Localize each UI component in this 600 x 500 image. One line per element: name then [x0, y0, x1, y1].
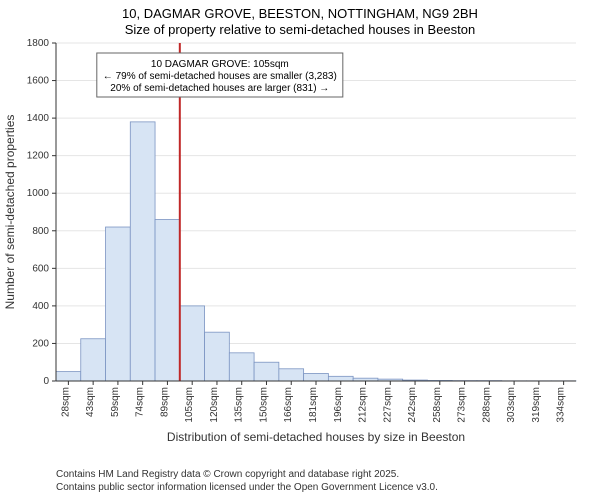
- svg-text:1000: 1000: [27, 188, 50, 199]
- svg-text:20% of semi-detached houses ar: 20% of semi-detached houses are larger (…: [110, 83, 329, 94]
- svg-text:288sqm: 288sqm: [481, 387, 492, 423]
- chart-title-block: 10, DAGMAR GROVE, BEESTON, NOTTINGHAM, N…: [0, 0, 600, 39]
- svg-text:Distribution of semi-detached: Distribution of semi-detached houses by …: [167, 430, 465, 444]
- footer-line-1: Contains HM Land Registry data © Crown c…: [56, 469, 438, 482]
- svg-text:150sqm: 150sqm: [258, 387, 269, 423]
- svg-text:273sqm: 273sqm: [457, 387, 468, 423]
- svg-text:212sqm: 212sqm: [358, 387, 369, 423]
- svg-text:28sqm: 28sqm: [60, 387, 71, 417]
- svg-text:200: 200: [32, 338, 49, 349]
- svg-text:← 79% of semi-detached houses: ← 79% of semi-detached houses are smalle…: [103, 71, 337, 82]
- svg-text:1600: 1600: [27, 75, 50, 86]
- title-line-2: Size of property relative to semi-detach…: [0, 22, 600, 38]
- svg-text:10 DAGMAR GROVE: 105sqm: 10 DAGMAR GROVE: 105sqm: [151, 59, 289, 70]
- svg-text:Number of semi-detached proper: Number of semi-detached properties: [3, 114, 17, 309]
- svg-text:242sqm: 242sqm: [407, 387, 418, 423]
- chart-container: 0 200 400 600 800 1000 1200 1400 1600 1800 28sqm 43…: [0, 39, 600, 458]
- svg-text:166sqm: 166sqm: [283, 387, 294, 423]
- histogram-chart: 0 200 400 600 800 1000 1200 1400 1600 1800 28sqm 43…: [0, 39, 600, 453]
- svg-text:0: 0: [43, 376, 49, 387]
- svg-text:43sqm: 43sqm: [85, 387, 96, 417]
- svg-text:319sqm: 319sqm: [531, 387, 542, 423]
- svg-text:89sqm: 89sqm: [159, 387, 170, 417]
- svg-text:400: 400: [32, 300, 49, 311]
- svg-text:74sqm: 74sqm: [135, 387, 146, 417]
- footer-line-2: Contains public sector information licen…: [56, 482, 438, 495]
- svg-text:105sqm: 105sqm: [184, 387, 195, 423]
- svg-text:1400: 1400: [27, 113, 50, 124]
- svg-text:227sqm: 227sqm: [382, 387, 393, 423]
- svg-text:181sqm: 181sqm: [308, 387, 319, 423]
- svg-text:303sqm: 303sqm: [506, 387, 517, 423]
- svg-text:135sqm: 135sqm: [234, 387, 245, 423]
- title-line-1: 10, DAGMAR GROVE, BEESTON, NOTTINGHAM, N…: [0, 6, 600, 22]
- svg-text:258sqm: 258sqm: [432, 387, 443, 423]
- svg-text:1800: 1800: [27, 39, 50, 49]
- svg-text:59sqm: 59sqm: [110, 387, 121, 417]
- svg-text:334sqm: 334sqm: [556, 387, 567, 423]
- svg-text:600: 600: [32, 263, 49, 274]
- attribution-footer: Contains HM Land Registry data © Crown c…: [56, 469, 438, 494]
- svg-text:120sqm: 120sqm: [209, 387, 220, 423]
- svg-text:800: 800: [32, 225, 49, 236]
- svg-text:196sqm: 196sqm: [333, 387, 344, 423]
- svg-text:1200: 1200: [27, 150, 50, 161]
